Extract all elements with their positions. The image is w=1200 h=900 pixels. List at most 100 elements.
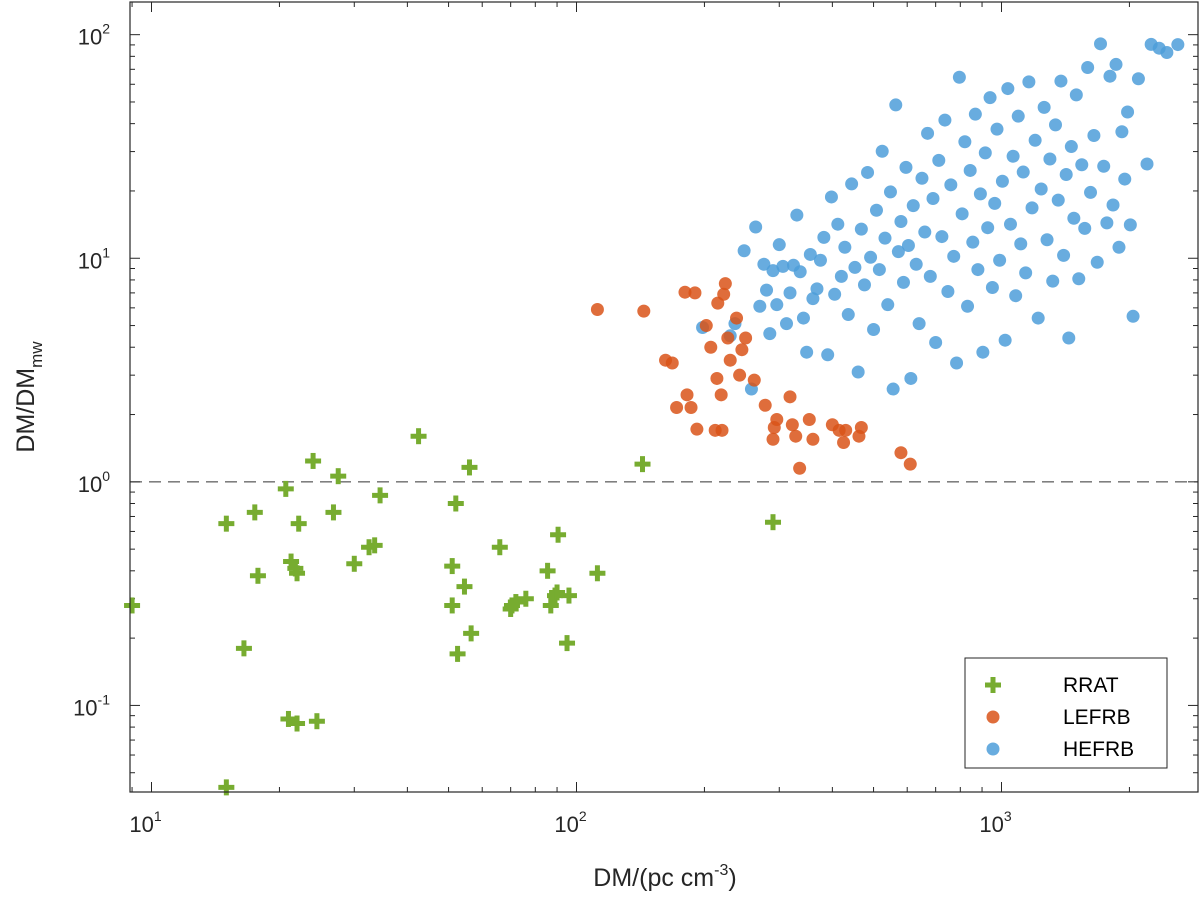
hefrb-point [889, 98, 903, 112]
hefrb-point [1106, 198, 1120, 212]
hefrb-point [978, 146, 992, 160]
hefrb-point [864, 250, 878, 264]
lefrb-point [735, 343, 749, 357]
hefrb-point [776, 259, 790, 273]
hefrb-point [1019, 266, 1033, 280]
hefrb-point [923, 269, 937, 283]
hefrb-point [834, 269, 848, 283]
lefrb-point [789, 429, 803, 443]
lefrb-point [637, 304, 651, 318]
rrat-point [444, 597, 461, 614]
y-tick-label: 101 [78, 244, 110, 273]
hefrb-point [780, 317, 794, 331]
lefrb-point [770, 413, 784, 427]
hefrb-point [1046, 274, 1060, 288]
hefrb-point [1037, 100, 1051, 114]
hefrb-point [1064, 140, 1078, 154]
hefrb-point [921, 126, 935, 140]
hefrb-point [1031, 311, 1045, 325]
hefrb-point [749, 220, 763, 234]
hefrb-point [906, 199, 920, 213]
hefrb-point [894, 215, 908, 229]
hefrb-point [961, 299, 975, 313]
hefrb-point [881, 298, 895, 312]
lefrb-point [793, 461, 807, 475]
lefrb-point [758, 398, 772, 412]
rrat-point [308, 713, 325, 730]
hefrb-point [929, 335, 943, 349]
rrat-point [218, 779, 235, 796]
lefrb-point [717, 287, 731, 301]
hefrb-point [1057, 248, 1071, 262]
hefrb-point [912, 317, 926, 331]
x-tick-label: 101 [129, 808, 161, 837]
lefrb-point [903, 457, 917, 471]
hefrb-point [1011, 109, 1025, 123]
hefrb-point [810, 282, 824, 296]
lefrb-point [747, 373, 761, 387]
x-tick-label: 103 [979, 808, 1011, 837]
rrat-point [765, 514, 782, 531]
hefrb-point [828, 287, 842, 301]
hefrb-point [772, 238, 786, 252]
lefrb-point [684, 401, 698, 415]
hefrb-point [971, 263, 985, 277]
rrat-point [559, 635, 576, 652]
lefrb-point [766, 432, 780, 446]
hefrb-point [1040, 233, 1054, 247]
hefrb-point [932, 153, 946, 167]
lefrb-point [839, 423, 853, 437]
hefrb-point [845, 177, 859, 191]
rrat-point [372, 487, 389, 504]
legend-entry-rrat: RRAT [985, 674, 1119, 697]
legend-label: LEFRB [1063, 706, 1131, 729]
hefrb-point [875, 144, 889, 158]
hefrb-point [1059, 167, 1073, 181]
rrat-point [289, 715, 306, 732]
rrat-point [449, 645, 466, 662]
legend-label: RRAT [1063, 674, 1119, 697]
hefrb-point [770, 298, 784, 312]
hefrb-point [841, 308, 855, 322]
hefrb-point [1014, 237, 1028, 251]
hefrb-point [955, 207, 969, 221]
hefrb-point [983, 91, 997, 105]
series-rrat [124, 428, 782, 796]
hefrb-point [899, 160, 913, 174]
hefrb-point [806, 292, 820, 306]
hefrb-point [941, 285, 955, 299]
lefrb-point [802, 413, 816, 427]
lefrb-point [733, 368, 747, 382]
rrat-point [491, 539, 508, 556]
hefrb-point [869, 203, 883, 217]
hefrb-point [838, 240, 852, 254]
hefrb-point [1084, 185, 1098, 199]
lefrb-point [723, 353, 737, 367]
hefrb-point [1001, 82, 1015, 96]
hefrb-point [976, 345, 990, 359]
hefrb-point [793, 265, 807, 279]
hefrb-point [901, 239, 915, 253]
rrat-point [277, 480, 294, 497]
hefrb-point [753, 299, 767, 313]
hefrb-point [1075, 158, 1089, 172]
hefrb-point [1103, 69, 1117, 83]
rrat-point [410, 428, 427, 445]
hefrb-point [783, 286, 797, 300]
rrat-point [634, 456, 651, 473]
hefrb-point [1072, 272, 1086, 286]
hefrb-point [886, 382, 900, 396]
hefrb-point [883, 185, 897, 199]
hefrb-point [1115, 125, 1129, 139]
hefrb-point [1025, 201, 1039, 215]
lefrb-point [665, 356, 679, 370]
hefrb-point [1006, 149, 1020, 163]
rrat-point [447, 495, 464, 512]
hefrb-point [1078, 221, 1092, 235]
hefrb-point [878, 231, 892, 245]
hefrb-point [1090, 255, 1104, 269]
hefrb-point [760, 283, 774, 297]
hefrb-point [851, 365, 865, 379]
x-tick-label: 102 [554, 808, 586, 837]
rrat-point [517, 590, 534, 607]
